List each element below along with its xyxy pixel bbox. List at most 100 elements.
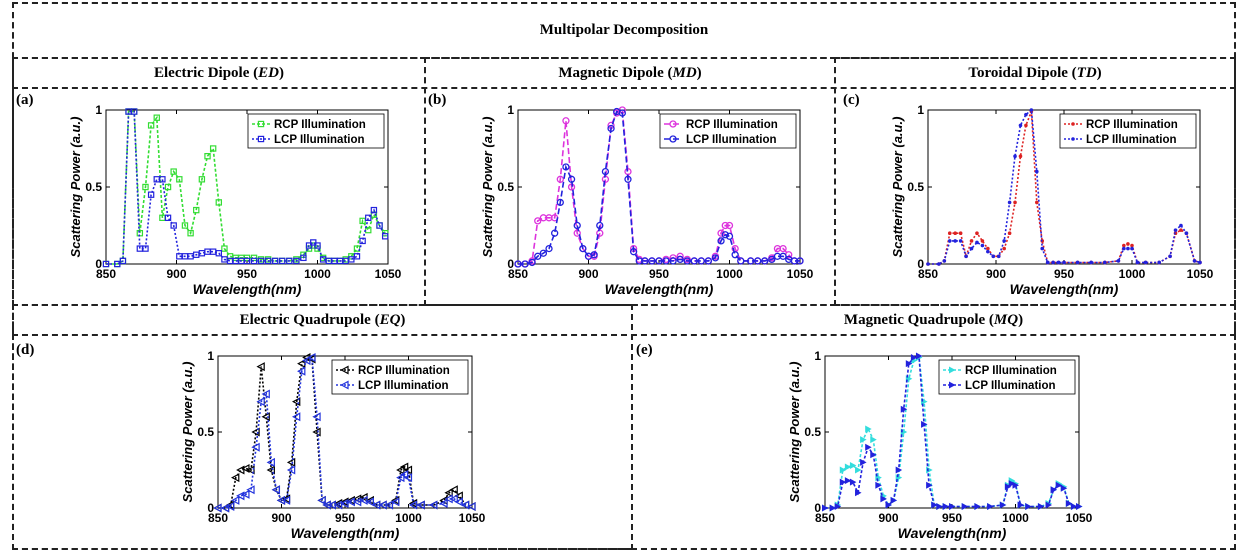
- panel-label-d: (d): [16, 342, 35, 358]
- data-point: [181, 222, 189, 229]
- data-point: [333, 500, 343, 510]
- legend: RCP Illumination LCP Illumination: [247, 113, 385, 149]
- y-tick-label: 0.5: [497, 180, 514, 194]
- data-point: [460, 500, 470, 510]
- data-point: [251, 427, 260, 437]
- header-mq-abbr: MQ: [993, 312, 1019, 328]
- data-point: [829, 504, 837, 512]
- series-lcp: [213, 353, 476, 513]
- data-point: [266, 457, 275, 467]
- legend-label: LCP Illumination: [274, 134, 365, 146]
- data-point: [153, 114, 160, 121]
- data-point: [545, 244, 553, 253]
- data-point: [746, 257, 755, 265]
- x-tick-label: 1000: [304, 267, 331, 281]
- x-tick-label: 900: [986, 267, 1006, 281]
- data-point: [241, 489, 250, 499]
- data-point: [768, 255, 776, 264]
- legend-label: RCP Illumination: [358, 365, 450, 377]
- y-tick-label: 1: [507, 103, 514, 117]
- data-point: [987, 502, 994, 510]
- data-point: [534, 217, 542, 225]
- data-point: [1035, 169, 1039, 174]
- panel-label-c: (c): [843, 92, 860, 108]
- data-point: [779, 252, 787, 260]
- x-tick-label: 1050: [1187, 267, 1214, 281]
- data-point: [754, 257, 762, 265]
- data-point: [556, 175, 564, 183]
- data-point: [528, 258, 536, 267]
- data-point: [353, 245, 361, 252]
- header-td-close: ): [1096, 65, 1102, 81]
- data-point: [880, 495, 887, 503]
- data-point: [839, 478, 847, 486]
- data-point: [416, 500, 425, 510]
- data-point: [579, 244, 587, 253]
- legend-swatch-marker: [949, 381, 956, 389]
- data-point: [1018, 123, 1023, 128]
- figure-title: Multipolar Decomposition: [539, 22, 709, 38]
- y-axis-label: Scattering Power (a.u.): [180, 362, 195, 503]
- x-tick-label: 850: [815, 511, 835, 525]
- data-point: [573, 229, 581, 237]
- y-axis-label: Scattering Power (a.u.): [890, 117, 905, 258]
- data-point: [1045, 501, 1053, 509]
- header-mq-name: Magnetic Quadrupole (: [843, 312, 994, 328]
- header-ed-close: ): [278, 65, 284, 81]
- data-point: [717, 237, 725, 245]
- data-point: [1024, 112, 1028, 117]
- y-tick-label: 1: [814, 349, 821, 363]
- data-point: [376, 222, 383, 229]
- data-point: [250, 257, 258, 265]
- x-axis-label: Wavelength(nm): [291, 525, 400, 541]
- data-point: [717, 229, 725, 237]
- data-point: [1012, 481, 1019, 489]
- y-tick-label: 0.5: [197, 425, 214, 439]
- data-point: [655, 257, 663, 265]
- data-point: [721, 221, 729, 230]
- y-tick-label: 1: [917, 103, 924, 117]
- data-point: [624, 175, 632, 183]
- y-tick-label: 0.5: [907, 180, 924, 194]
- data-point: [391, 497, 400, 507]
- data-point: [403, 473, 413, 483]
- data-point: [725, 232, 734, 240]
- data-point: [307, 353, 316, 363]
- x-tick-label: 950: [335, 511, 355, 525]
- data-point: [986, 249, 990, 254]
- data-point: [302, 356, 311, 366]
- data-point: [1116, 259, 1121, 263]
- data-point: [170, 168, 177, 175]
- data-point: [257, 257, 265, 265]
- legend-label: LCP Illumination: [1086, 134, 1177, 146]
- data-point: [865, 443, 872, 451]
- data-point: [261, 389, 270, 399]
- data-point: [556, 198, 564, 207]
- data-point: [454, 497, 463, 507]
- data-point: [467, 501, 476, 511]
- data-point: [1056, 260, 1061, 265]
- y-tick-label: 0: [814, 501, 821, 515]
- data-point: [1040, 246, 1045, 251]
- data-point: [1055, 481, 1063, 489]
- data-point: [573, 221, 581, 230]
- x-axis-label: Wavelength(nm): [898, 525, 1007, 541]
- data-point: [454, 491, 463, 501]
- data-point: [297, 366, 306, 376]
- data-point: [669, 257, 677, 265]
- data-point: [721, 231, 729, 239]
- series-lcp: [102, 108, 389, 268]
- data-point: [264, 257, 272, 265]
- x-tick-label: 850: [208, 511, 228, 525]
- data-point: [281, 495, 291, 505]
- data-point: [444, 488, 453, 498]
- x-tick-label: 900: [578, 267, 598, 281]
- data-point: [961, 502, 969, 510]
- data-point: [737, 257, 745, 265]
- data-point: [399, 470, 409, 480]
- data-point: [942, 502, 950, 510]
- data-point: [370, 206, 378, 214]
- data-point: [1007, 231, 1012, 235]
- data-point: [1035, 200, 1039, 205]
- data-point: [711, 254, 720, 262]
